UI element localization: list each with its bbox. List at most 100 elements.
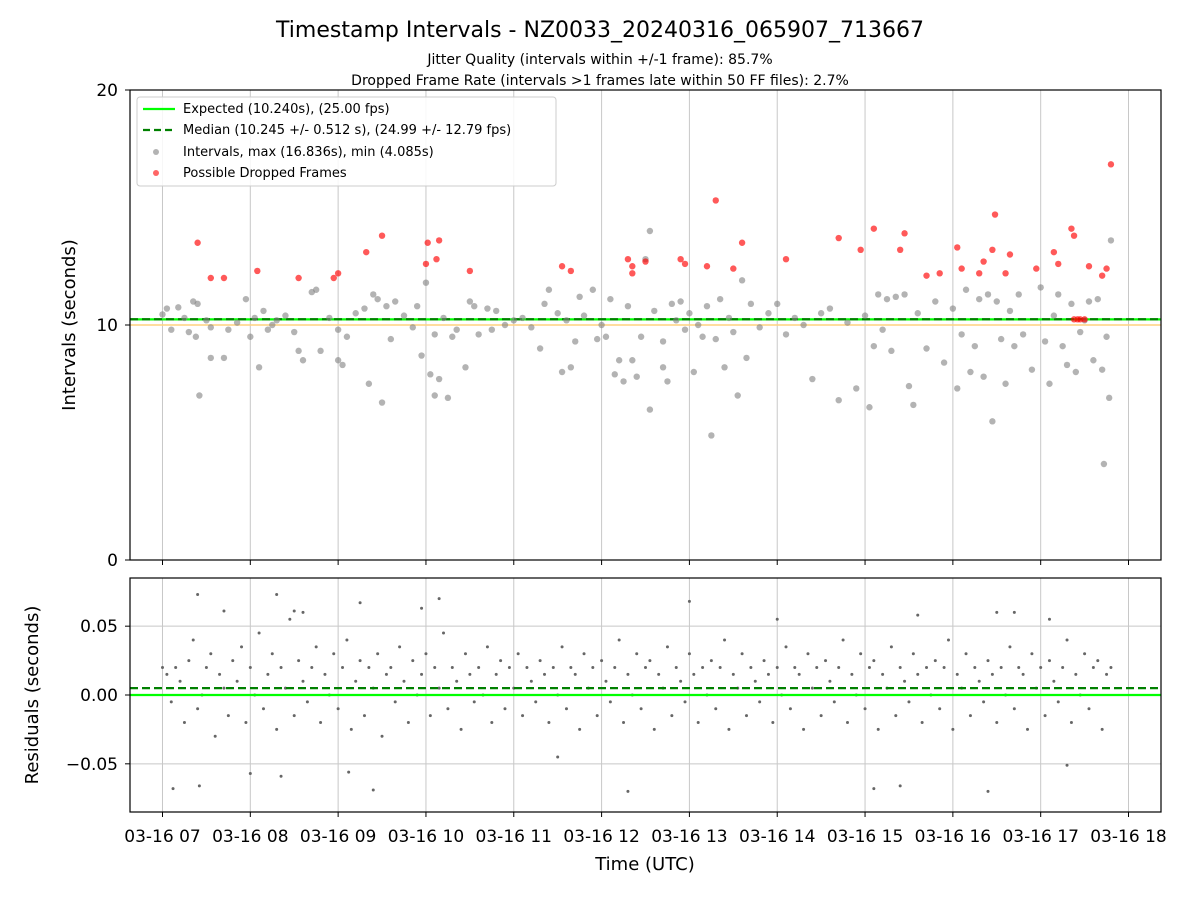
interval-point xyxy=(1041,338,1049,345)
dropped-frame-point xyxy=(363,248,370,256)
residual-point xyxy=(499,659,503,663)
dropped-frame-point xyxy=(681,260,689,268)
interval-point xyxy=(1094,295,1101,303)
interval-point xyxy=(400,312,408,319)
dropped-frame-point xyxy=(629,263,636,270)
residual-point xyxy=(810,686,814,690)
residual-point xyxy=(718,665,722,669)
legend-intervals-swatch xyxy=(153,149,159,155)
residual-point xyxy=(951,727,955,731)
residual-point xyxy=(551,665,555,669)
residuals-panel: 03-16 07 03-16 08 03-16 09 03-16 10 03-16 11… xyxy=(22,577,1167,875)
intervals-points xyxy=(159,161,1115,468)
residual-point xyxy=(788,707,792,711)
interval-point xyxy=(196,392,203,399)
residual-point xyxy=(894,714,898,718)
residual-point xyxy=(1100,727,1104,731)
x-tick-label: 03-16 07 xyxy=(124,827,200,847)
interval-point xyxy=(984,291,992,298)
x-tick-label: 03-16 15 xyxy=(827,827,903,847)
legend-median-label: Median (10.245 +/- 0.512 s), (24.99 +/- … xyxy=(183,123,511,138)
residual-point xyxy=(617,638,621,642)
interval-point xyxy=(168,326,175,333)
dropped-frame-point xyxy=(220,274,228,282)
interval-point xyxy=(835,397,842,404)
dropped-frame-point xyxy=(433,256,440,263)
x-tick-label: 03-16 18 xyxy=(1090,827,1166,847)
interval-point xyxy=(251,314,258,322)
interval-point xyxy=(580,312,588,319)
dropped-frame-point xyxy=(1033,265,1040,272)
legend-box xyxy=(136,96,557,187)
interval-point xyxy=(993,298,1000,305)
interval-point xyxy=(431,331,438,338)
residual-point xyxy=(275,593,279,597)
interval-point xyxy=(175,304,182,311)
residual-point xyxy=(964,652,968,656)
dropped-frame-point xyxy=(624,256,632,263)
residual-point xyxy=(297,659,301,663)
residual-point xyxy=(424,652,428,656)
interval-point xyxy=(1015,291,1022,298)
interval-point xyxy=(1085,298,1093,305)
residual-point xyxy=(1087,707,1091,711)
residual-point xyxy=(600,659,604,663)
interval-point xyxy=(343,333,351,340)
residual-point xyxy=(279,665,283,669)
residual-point xyxy=(376,652,380,656)
residual-point xyxy=(740,652,744,656)
interval-point xyxy=(1072,368,1080,376)
interval-point xyxy=(339,361,346,369)
dropped-frame-point xyxy=(782,256,790,263)
residuals-y-tick-label: −0.05 xyxy=(66,755,118,775)
x-tick-label: 03-16 17 xyxy=(1002,827,1078,847)
interval-point xyxy=(853,385,860,392)
interval-point xyxy=(1068,300,1075,308)
dropped-frame-point xyxy=(1103,265,1110,272)
residual-point xyxy=(723,638,727,642)
residual-point xyxy=(841,638,845,642)
residual-point xyxy=(380,734,384,738)
interval-point xyxy=(866,404,873,411)
residual-point xyxy=(1052,679,1056,683)
x-tick-label: 03-16 13 xyxy=(651,827,727,847)
interval-point xyxy=(620,378,627,385)
interval-point xyxy=(809,375,816,383)
interval-point xyxy=(501,321,509,329)
residual-point xyxy=(560,645,564,649)
interval-point xyxy=(453,326,460,333)
interval-point xyxy=(295,347,302,355)
interval-point xyxy=(976,295,983,303)
interval-point xyxy=(312,286,320,293)
residual-point xyxy=(222,609,226,613)
interval-point xyxy=(273,317,280,324)
interval-point xyxy=(637,333,645,340)
residual-point xyxy=(1043,714,1047,718)
interval-point xyxy=(409,324,416,331)
residual-point xyxy=(665,645,669,649)
interval-point xyxy=(334,326,342,333)
residual-point xyxy=(521,714,525,718)
residual-point xyxy=(547,721,551,725)
interval-point xyxy=(747,300,755,308)
residual-point xyxy=(986,659,990,663)
residual-point xyxy=(323,672,327,676)
interval-point xyxy=(1063,361,1071,369)
residual-point xyxy=(446,707,450,711)
residual-point xyxy=(872,787,876,791)
interval-point xyxy=(427,371,434,378)
residual-point xyxy=(384,672,388,676)
residual-point xyxy=(406,721,410,725)
residual-point xyxy=(731,672,735,676)
residual-point xyxy=(1021,672,1025,676)
intervals-y-axis-label: Intervals (seconds) xyxy=(59,239,80,411)
residual-point xyxy=(197,784,201,788)
interval-point xyxy=(207,354,214,362)
residual-point xyxy=(178,679,182,683)
interval-point xyxy=(576,293,583,300)
interval-point xyxy=(194,300,201,308)
residual-point xyxy=(749,665,753,669)
residual-point xyxy=(226,714,230,718)
residual-point xyxy=(187,659,191,663)
intervals-ticks: 0 10 20 xyxy=(96,81,1130,571)
